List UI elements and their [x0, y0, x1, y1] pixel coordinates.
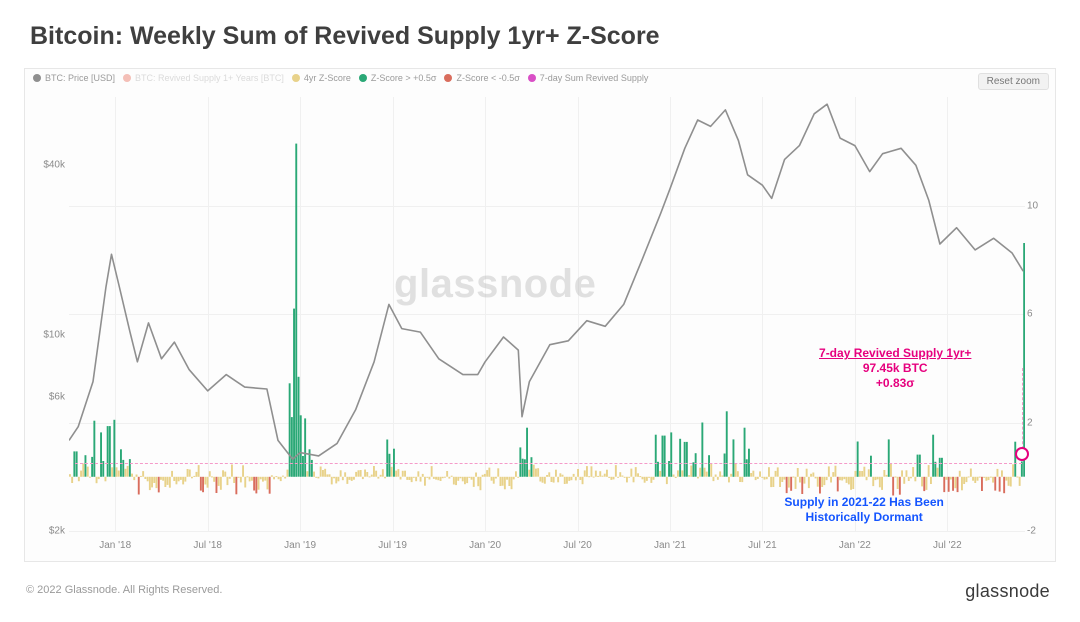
y-left-tick-label: $40k — [25, 160, 65, 171]
x-tick-label: Jul '21 — [748, 540, 777, 551]
pink-annotation-line2: 97.45k BTC — [863, 361, 928, 375]
reset-zoom-button[interactable]: Reset zoom — [978, 73, 1049, 90]
legend-item: Z-Score > +0.5σ — [359, 73, 437, 83]
legend-item: BTC: Revived Supply 1+ Years [BTC] — [123, 73, 284, 83]
copyright-text: © 2022 Glassnode. All Rights Reserved. — [26, 584, 222, 596]
price-line — [69, 104, 1023, 459]
legend-swatch — [123, 74, 131, 82]
legend-swatch — [528, 74, 536, 82]
y-right-tick-label: 6 — [1027, 309, 1053, 320]
legend-swatch — [359, 74, 367, 82]
plot-area[interactable]: glassnode7-day Revived Supply 1yr+97.45k… — [69, 97, 1025, 531]
brand-logo: glassnode — [965, 581, 1050, 602]
pink-annotation-text: 7-day Revived Supply 1yr+97.45k BTC+0.83… — [790, 346, 1000, 391]
legend-label: Z-Score < -0.5σ — [456, 73, 519, 83]
x-tick-label: Jul '22 — [933, 540, 962, 551]
legend: BTC: Price [USD] BTC: Revived Supply 1+ Y… — [33, 73, 648, 83]
legend-swatch — [33, 74, 41, 82]
legend-item: Z-Score < -0.5σ — [444, 73, 519, 83]
blue-annotation-line2: Historically Dormant — [805, 510, 922, 524]
gridline-horizontal — [69, 531, 1025, 532]
chart-title: Bitcoin: Weekly Sum of Revived Supply 1y… — [30, 22, 660, 51]
legend-item: BTC: Price [USD] — [33, 73, 115, 83]
y-right-tick-label: 2 — [1027, 417, 1053, 428]
chart-container: BTC: Price [USD] BTC: Revived Supply 1+ Y… — [24, 68, 1056, 562]
pink-annotation-vline — [1022, 368, 1023, 454]
y-left-tick-label: $6k — [25, 391, 65, 402]
x-tick-label: Jan '19 — [284, 540, 316, 551]
legend-label: 7-day Sum Revived Supply — [540, 73, 649, 83]
x-tick-label: Jul '18 — [193, 540, 222, 551]
pink-annotation-marker — [1015, 447, 1029, 461]
legend-item: 4yr Z-Score — [292, 73, 351, 83]
threshold-line-pos — [75, 463, 1023, 464]
y-left-tick-label: $10k — [25, 329, 65, 340]
blue-annotation-text: Supply in 2021-22 Has BeenHistorically D… — [754, 495, 974, 525]
legend-swatch — [444, 74, 452, 82]
legend-label: Z-Score > +0.5σ — [371, 73, 437, 83]
x-tick-label: Jan '22 — [839, 540, 871, 551]
legend-label: BTC: Revived Supply 1+ Years [BTC] — [135, 73, 284, 83]
y-right-tick-label: -2 — [1027, 526, 1053, 537]
x-tick-label: Jan '18 — [99, 540, 131, 551]
x-tick-label: Jul '20 — [563, 540, 592, 551]
pink-annotation-line3: +0.83σ — [876, 376, 915, 390]
x-tick-label: Jul '19 — [378, 540, 407, 551]
x-tick-label: Jan '20 — [469, 540, 501, 551]
blue-annotation-line1: Supply in 2021-22 Has Been — [784, 495, 943, 509]
legend-swatch — [292, 74, 300, 82]
pink-annotation-line1: 7-day Revived Supply 1yr+ — [819, 346, 971, 360]
zscore-bars — [69, 144, 1025, 496]
x-tick-label: Jan '21 — [654, 540, 686, 551]
legend-label: 4yr Z-Score — [304, 73, 351, 83]
y-left-tick-label: $2k — [25, 526, 65, 537]
legend-item: 7-day Sum Revived Supply — [528, 73, 649, 83]
chart-svg — [69, 97, 1025, 531]
y-right-tick-label: 10 — [1027, 200, 1053, 211]
legend-label: BTC: Price [USD] — [45, 73, 115, 83]
